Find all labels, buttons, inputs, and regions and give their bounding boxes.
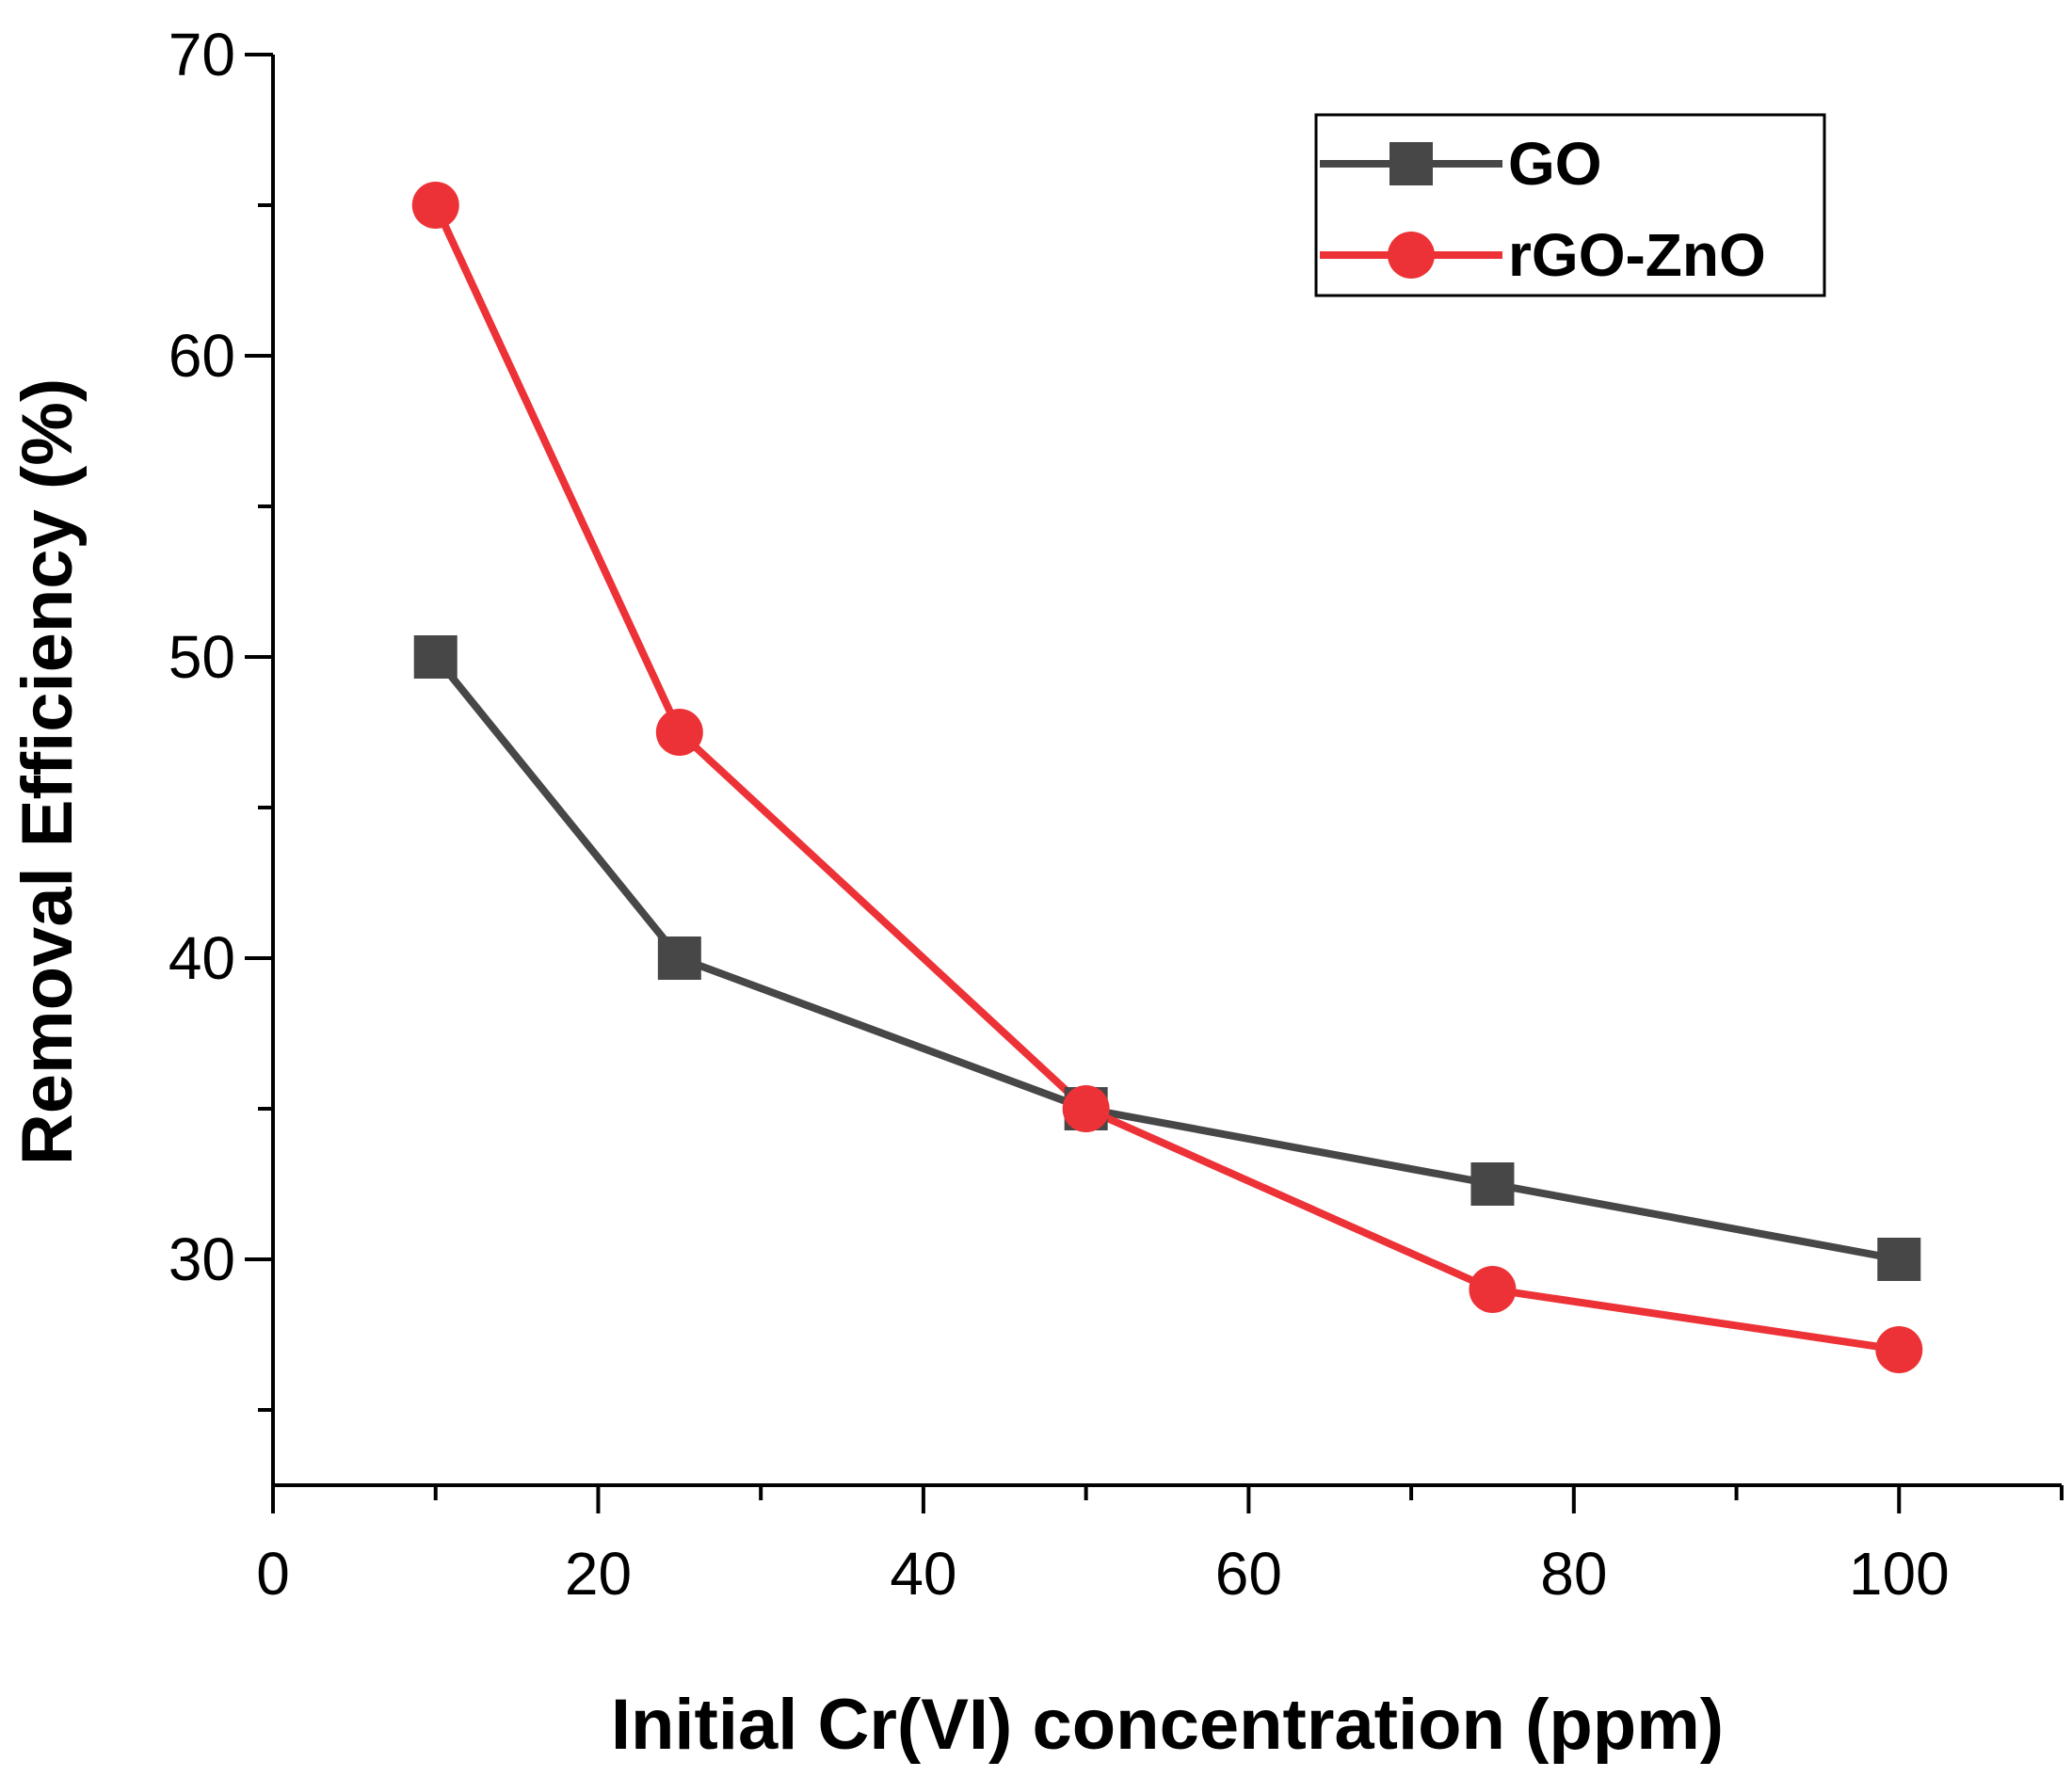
y-tick-label: 60 [169,322,235,390]
x-tick-label: 60 [1215,1540,1282,1608]
data-point-rgo-zno [1875,1326,1923,1373]
tick-labels: 0 20 40 60 80 100 30 40 50 60 70 [169,21,1950,1608]
series-line-go [432,654,1901,1263]
y-tick-label: 40 [169,924,235,992]
legend-marker-go [1389,142,1433,185]
y-tick-label: 50 [169,623,235,691]
y-tick-label: 70 [169,21,235,88]
x-tick-label: 0 [256,1540,290,1608]
legend-label-rgo-zno: rGO-ZnO [1508,221,1766,289]
data-point-go [1470,1162,1515,1206]
data-point-rgo-zno [411,182,459,229]
x-tick-label: 80 [1540,1540,1607,1608]
y-axis-title: Removal Efficiency (%) [8,378,88,1165]
legend-marker-rgo-zno [1388,232,1435,279]
series-line-rgo-zno [432,203,1900,1353]
series-layer [411,182,1923,1373]
x-axis-title: Initial Cr(VI) concentration (ppm) [611,1685,1724,1765]
data-point-go [1877,1238,1921,1281]
axes [245,53,2064,1513]
legend-label-go: GO [1508,130,1602,198]
data-point-go [657,937,701,980]
x-tick-label: 20 [565,1540,632,1608]
legend: GO rGO-ZnO [1314,113,1826,297]
data-point-rgo-zno [655,709,703,756]
data-point-rgo-zno [1469,1266,1517,1313]
x-tick-label: 100 [1849,1540,1950,1608]
y-tick-label: 30 [169,1225,235,1293]
data-point-rgo-zno [1062,1085,1110,1132]
data-point-go [413,635,458,679]
x-tick-label: 40 [890,1540,956,1608]
